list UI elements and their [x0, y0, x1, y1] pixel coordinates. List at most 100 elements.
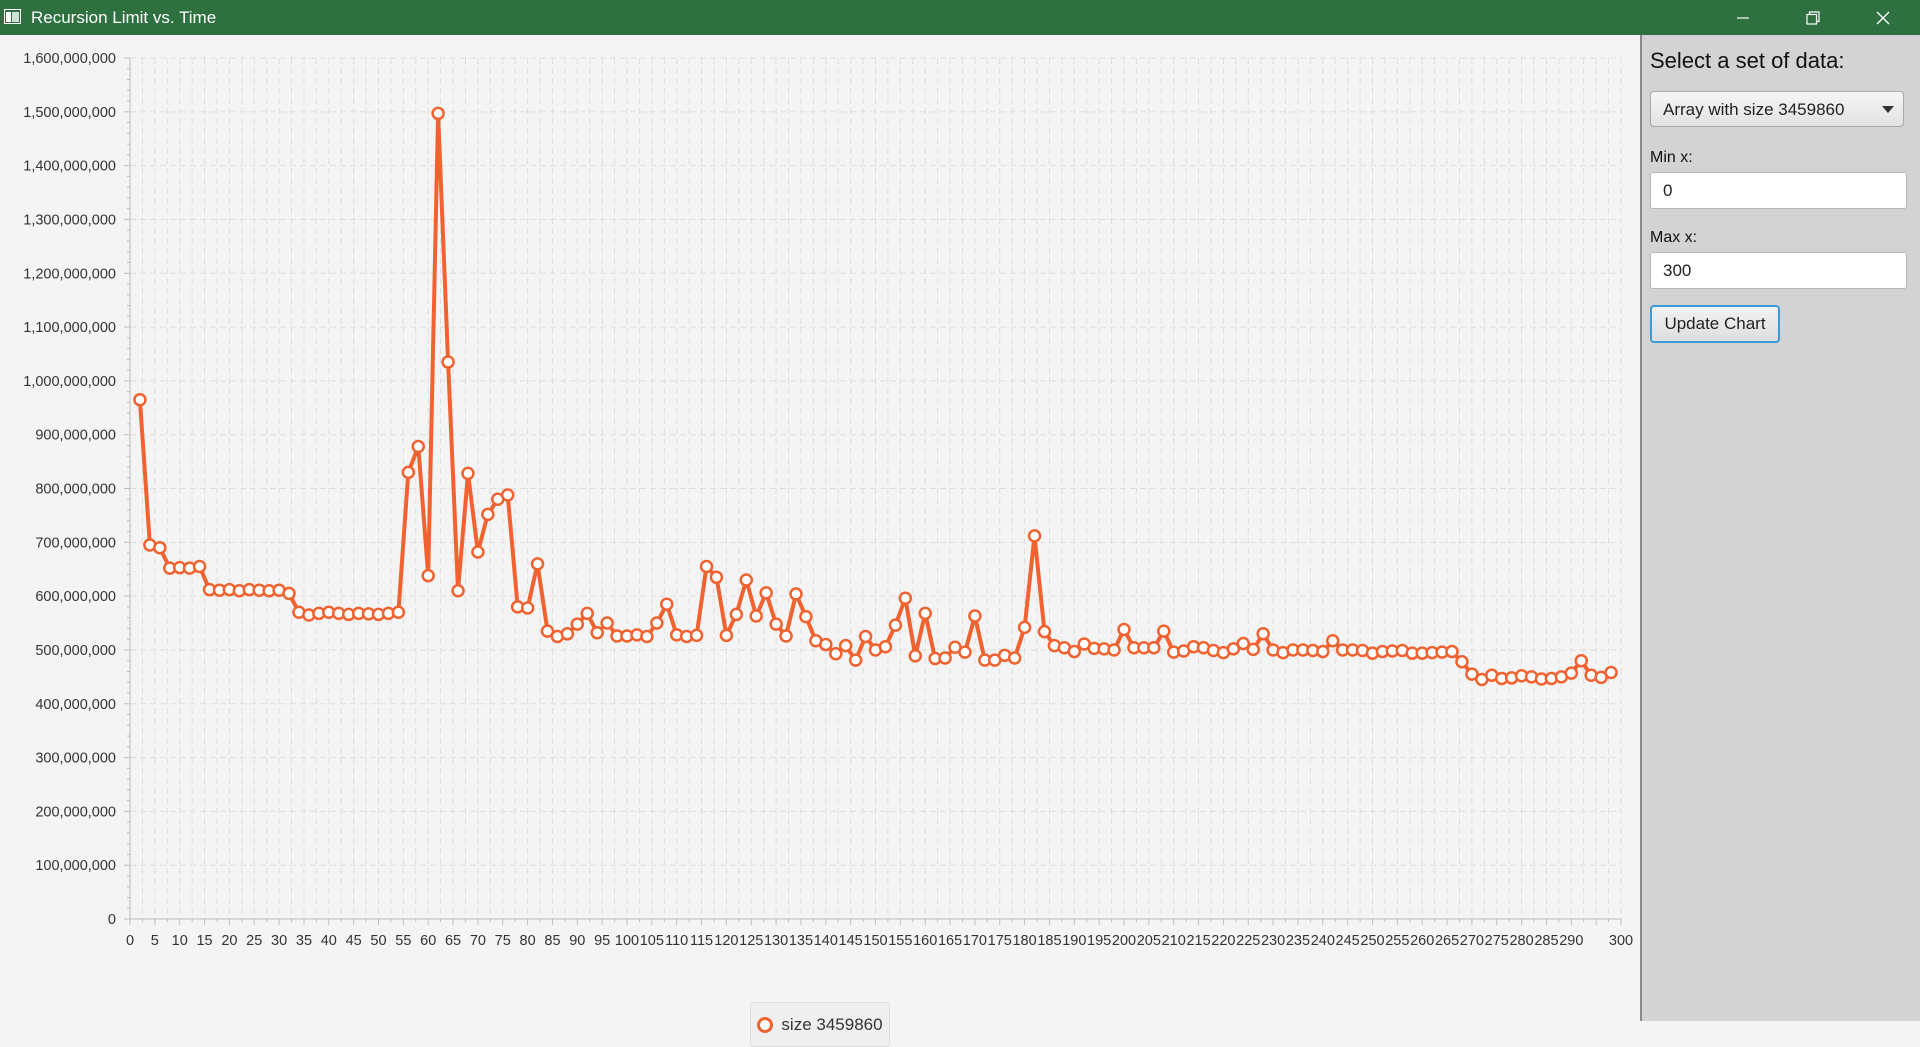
- minimize-button[interactable]: [1708, 0, 1778, 35]
- data-point: [888, 618, 903, 632]
- x-tick-label: 225: [1236, 933, 1260, 949]
- x-tick-label: 260: [1410, 933, 1434, 949]
- x-tick-label: 5: [151, 933, 159, 949]
- data-point: [838, 638, 853, 653]
- dataset-select-value: Array with size 3459860: [1663, 100, 1845, 119]
- data-point: [1445, 644, 1459, 659]
- data-point: [471, 545, 485, 559]
- y-tick-label: 200,000,000: [35, 804, 116, 820]
- data-point: [938, 651, 952, 665]
- x-tick-label: 20: [221, 933, 237, 949]
- data-point: [779, 629, 793, 643]
- y-tick-label: 300,000,000: [35, 751, 116, 767]
- data-point: [660, 597, 674, 611]
- data-point: [451, 583, 465, 598]
- x-tick-label: 240: [1311, 933, 1335, 949]
- x-tick-label: 190: [1062, 933, 1086, 949]
- data-point: [1117, 622, 1131, 637]
- chart-area: 0 100,000,000 200,000,000 300,000,000 400,00…: [0, 35, 1640, 1047]
- data-point: [1226, 642, 1241, 656]
- data-point: [789, 587, 803, 601]
- data-point: [898, 591, 913, 606]
- data-point: [133, 392, 147, 407]
- data-point: [689, 628, 704, 643]
- data-point: [1157, 624, 1171, 638]
- y-tick-label: 1,500,000,000: [23, 105, 116, 121]
- app-icon: [4, 9, 21, 24]
- x-tick-label: 215: [1186, 933, 1210, 949]
- close-icon: [1876, 11, 1890, 24]
- y-tick-label: 0: [108, 912, 116, 928]
- data-point: [1037, 624, 1052, 639]
- data-point: [1007, 651, 1022, 665]
- data-point: [153, 540, 167, 555]
- data-point: [759, 586, 773, 600]
- x-axis-tick-labels: 0 5 10 15 20 25 30 35 40 45 50 55 60 65 70 75 80 85 90 95 10…: [126, 933, 1633, 949]
- panel-divider[interactable]: [1640, 35, 1642, 1021]
- data-point: [1465, 667, 1479, 681]
- data-point: [441, 355, 455, 369]
- line-chart: 0 100,000,000 200,000,000 300,000,000 400,00…: [23, 51, 1633, 949]
- data-point: [848, 653, 863, 667]
- x-tick-label: 75: [495, 933, 511, 949]
- data-point: [1256, 627, 1270, 641]
- data-point: [908, 649, 923, 663]
- x-tick-label: 65: [445, 933, 461, 949]
- data-point: [968, 609, 982, 623]
- x-tick-label: 250: [1360, 933, 1384, 949]
- axes: [124, 57, 1622, 925]
- data-point: [461, 466, 475, 481]
- data-point: [431, 106, 445, 121]
- data-point: [530, 557, 545, 571]
- data-point: [739, 573, 754, 587]
- x-tick-label: 150: [863, 933, 887, 949]
- x-tick-label: 175: [988, 933, 1012, 949]
- min-x-field[interactable]: [1650, 172, 1907, 209]
- data-point: [1107, 643, 1121, 657]
- x-tick-label: 145: [839, 933, 863, 949]
- data-point: [401, 465, 416, 480]
- x-tick-label: 275: [1485, 933, 1509, 949]
- data-point: [540, 624, 555, 638]
- y-tick-label: 900,000,000: [35, 428, 116, 444]
- data-point: [749, 609, 763, 623]
- dataset-select[interactable]: Array with size 3459860: [1650, 91, 1904, 127]
- x-tick-label: 205: [1137, 933, 1161, 949]
- x-tick-label: 60: [420, 933, 436, 949]
- minimize-icon: [1737, 16, 1749, 19]
- x-tick-label: 25: [246, 933, 262, 949]
- data-point: [699, 559, 714, 574]
- control-panel: Select a set of data: Array with size 34…: [1642, 35, 1920, 1021]
- restore-icon: [1806, 10, 1820, 25]
- chart-legend: size 3459860: [750, 1002, 890, 1047]
- x-tick-label: 125: [739, 933, 763, 949]
- data-point: [958, 645, 972, 659]
- data-point: [520, 601, 535, 615]
- y-tick-label: 600,000,000: [35, 589, 116, 605]
- data-point: [1564, 666, 1579, 680]
- close-button[interactable]: [1848, 0, 1918, 35]
- data-point: [1027, 529, 1042, 543]
- data-point: [1246, 642, 1260, 657]
- y-tick-label: 1,000,000,000: [23, 374, 116, 390]
- update-chart-button[interactable]: Update Chart: [1650, 305, 1780, 343]
- max-x-field[interactable]: [1650, 252, 1907, 289]
- y-tick-label: 1,600,000,000: [23, 51, 116, 67]
- legend-label: size 3459860: [781, 1014, 883, 1034]
- x-tick-label: 115: [690, 933, 713, 949]
- x-tick-label: 95: [594, 933, 610, 949]
- x-tick-label: 210: [1162, 933, 1186, 949]
- data-point: [729, 607, 744, 622]
- x-tick-label: 90: [569, 933, 585, 949]
- y-tick-label: 1,100,000,000: [23, 320, 116, 336]
- panel-heading: Select a set of data:: [1650, 48, 1845, 73]
- x-tick-label: 40: [321, 933, 337, 949]
- restore-button[interactable]: [1778, 0, 1848, 35]
- y-tick-label: 500,000,000: [35, 643, 116, 659]
- chevron-down-icon: [1882, 106, 1894, 113]
- data-point: [878, 639, 893, 654]
- x-tick-label: 85: [544, 933, 560, 949]
- x-tick-label: 135: [789, 933, 813, 949]
- legend-symbol-icon: [757, 1016, 774, 1033]
- x-tick-label: 245: [1336, 933, 1360, 949]
